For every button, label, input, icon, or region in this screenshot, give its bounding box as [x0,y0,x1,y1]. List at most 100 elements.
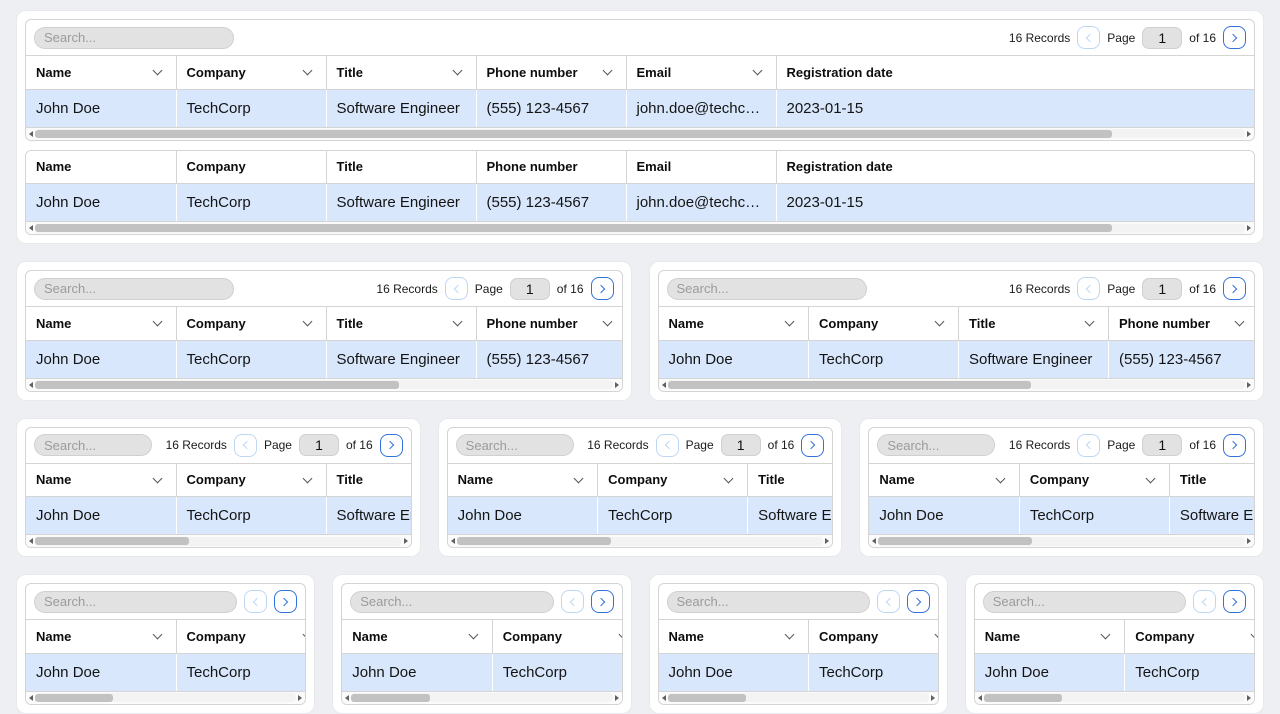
scroll-right-arrow-icon[interactable] [825,538,830,544]
scrollbar-thumb[interactable] [456,537,611,545]
scroll-left-arrow-icon[interactable] [661,694,666,701]
table-row[interactable]: John Doe TechCorp Software Engineer (555… [974,653,1254,692]
column-header-company[interactable]: Company [1018,463,1170,497]
column-header-name[interactable]: Name [26,463,176,497]
scrollbar-track[interactable] [351,693,613,702]
column-header-title[interactable]: Title [1168,463,1255,497]
page-number-input[interactable] [1142,26,1183,49]
scrollbar-thumb[interactable] [667,380,1032,389]
scroll-left-arrow-icon[interactable] [345,694,350,701]
next-page-button[interactable] [590,590,614,613]
scroll-right-arrow-icon[interactable] [1247,130,1251,137]
h-scrollbar[interactable] [26,127,1254,140]
prev-page-button[interactable] [560,590,584,613]
next-page-button[interactable] [801,433,825,457]
scrollbar-track[interactable] [456,536,824,546]
search-input[interactable] [455,434,574,456]
column-header-name[interactable]: Name [26,307,176,341]
column-header-company[interactable]: Company [175,620,306,654]
column-header-company[interactable]: Company [597,463,748,497]
prev-page-button[interactable] [1077,433,1101,457]
prev-page-button[interactable] [244,590,268,613]
column-header-title[interactable]: Title [325,463,411,497]
search-input[interactable] [982,590,1186,613]
next-page-button[interactable] [379,433,403,457]
search-input[interactable] [34,590,238,613]
scrollbar-thumb[interactable] [667,693,746,702]
h-scrollbar[interactable] [26,222,1254,234]
search-input[interactable] [350,590,554,613]
scroll-right-arrow-icon[interactable] [403,538,408,544]
scrollbar-track[interactable] [878,536,1246,546]
column-header-company[interactable]: Company [808,307,959,341]
scroll-right-arrow-icon[interactable] [1247,225,1251,231]
scrollbar-track[interactable] [35,380,613,389]
page-number-input[interactable] [720,434,761,456]
next-page-button[interactable] [274,590,298,613]
column-header-name[interactable]: Name [869,463,1020,497]
scroll-left-arrow-icon[interactable] [29,225,33,231]
prev-page-button[interactable] [233,433,257,457]
table-row[interactable]: John Doe TechCorp Software Engineer (555… [342,653,622,692]
table-row[interactable]: John Doe TechCorp Software Engineer (555… [447,496,833,535]
prev-page-button[interactable] [1193,590,1216,613]
scroll-right-arrow-icon[interactable] [1247,381,1251,388]
h-scrollbar[interactable] [447,535,833,547]
scroll-right-arrow-icon[interactable] [614,694,619,701]
page-number-input[interactable] [298,434,339,456]
scrollbar-thumb[interactable] [35,380,399,389]
table-row[interactable]: John Doe TechCorp Software Engineer (555… [26,496,411,535]
scroll-left-arrow-icon[interactable] [977,694,982,701]
scroll-left-arrow-icon[interactable] [661,381,666,388]
scrollbar-thumb[interactable] [35,693,114,702]
column-header-company[interactable]: Company [175,307,326,341]
column-header-name[interactable]: Name [342,620,493,654]
scroll-left-arrow-icon[interactable] [29,538,33,544]
h-scrollbar[interactable] [974,691,1254,704]
next-page-button[interactable] [1223,590,1246,613]
column-header-name[interactable]: Name [658,307,809,341]
scrollbar-thumb[interactable] [983,693,1063,702]
scrollbar-track[interactable] [35,536,402,546]
page-number-input[interactable] [1142,434,1183,456]
scrollbar-track[interactable] [983,693,1245,702]
scrollbar-thumb[interactable] [35,537,189,545]
column-header-name[interactable]: Name [447,463,598,497]
page-number-input[interactable] [1142,277,1183,300]
prev-page-button[interactable] [1077,277,1101,300]
search-input[interactable] [877,434,996,456]
column-header-phone[interactable]: Phone number [1108,307,1254,341]
column-header-title[interactable]: Title [325,56,476,90]
column-header-registration-date[interactable]: Registration date [775,56,1254,90]
scrollbar-track[interactable] [35,129,1245,138]
scroll-left-arrow-icon[interactable] [29,130,33,137]
scrollbar-track[interactable] [35,223,1245,233]
column-header-title[interactable]: Title [958,307,1109,341]
table-row[interactable]: John Doe TechCorp Software Engineer (555… [26,653,306,692]
page-number-input[interactable] [509,277,550,300]
scroll-left-arrow-icon[interactable] [29,694,33,701]
table-row[interactable]: John Doe TechCorp Software Engineer (555… [26,183,1254,222]
next-page-button[interactable] [1223,277,1246,300]
scrollbar-thumb[interactable] [351,693,430,702]
scroll-right-arrow-icon[interactable] [1247,538,1252,544]
h-scrollbar[interactable] [342,691,622,704]
column-header-name[interactable]: Name [974,620,1125,654]
h-scrollbar[interactable] [869,535,1255,547]
search-input[interactable] [666,590,870,613]
prev-page-button[interactable] [444,277,468,300]
next-page-button[interactable] [906,590,930,613]
table-row[interactable]: John Doe TechCorp Software Engineer (555… [658,653,938,692]
column-header-name[interactable]: Name [26,620,176,654]
column-header-title[interactable]: Title [325,307,476,341]
table-row[interactable]: John Doe TechCorp Software Engineer (555… [869,496,1255,535]
scroll-left-arrow-icon[interactable] [872,538,877,544]
scroll-right-arrow-icon[interactable] [614,381,619,388]
search-input[interactable] [666,277,867,300]
table-row[interactable]: John Doe TechCorp Software Engineer (555… [26,340,622,379]
prev-page-button[interactable] [876,590,900,613]
scrollbar-thumb[interactable] [35,224,1112,232]
scroll-left-arrow-icon[interactable] [29,381,33,388]
scroll-left-arrow-icon[interactable] [450,538,455,544]
column-header-company[interactable]: Company [175,56,326,90]
